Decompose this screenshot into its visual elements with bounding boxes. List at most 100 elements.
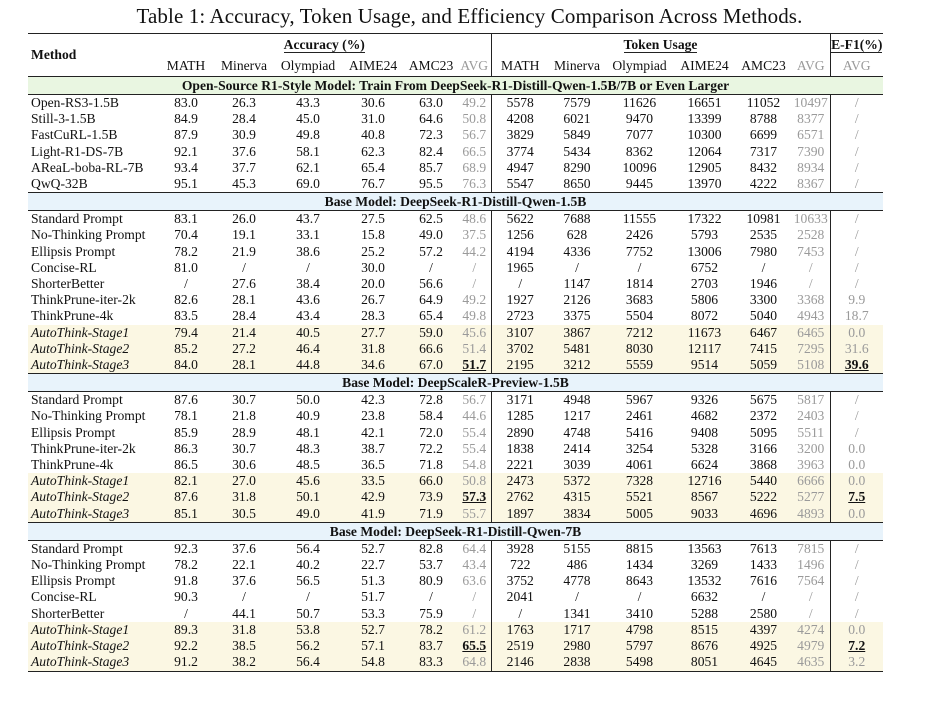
acc-cell: 33.1: [296, 227, 320, 243]
token-cell: 10981: [735, 210, 792, 228]
acc-cell: 48.6: [458, 210, 491, 228]
acc-cell: 44.2: [462, 243, 487, 259]
token-cell: 7688: [549, 210, 605, 228]
ef1-cell: /: [829, 589, 883, 606]
token-cell: 7579: [549, 94, 605, 112]
token-cell: 2519: [490, 638, 549, 655]
acc-cell: 51.7: [458, 357, 491, 374]
token-cell: /: [808, 605, 813, 621]
table-row: AutoThink-Stage1 82.1 27.0 45.6 33.5 66.0 50.8…: [28, 473, 883, 490]
acc-cell: /: [306, 259, 310, 275]
acc-cell: 53.7: [419, 557, 443, 573]
acc-cell: 49.8: [296, 127, 320, 143]
acc-cell: 65.4: [419, 308, 443, 324]
token-cell: 3868: [749, 457, 778, 473]
acc-cell: 56.7: [462, 127, 487, 143]
token-cell: 4947: [490, 159, 549, 177]
ef1-cell: 39.6: [829, 357, 883, 374]
acc-cell: 66.5: [462, 143, 487, 159]
token-cell: 8362: [625, 143, 654, 159]
acc-cell: 56.5: [296, 573, 320, 589]
acc-cell: 83.7: [404, 638, 458, 655]
acc-cell: 89.3: [158, 621, 214, 639]
table-row: AutoThink-Stage1 79.4 21.4 40.5 27.7 59.0 45.6…: [28, 324, 883, 341]
token-cell: 7616: [749, 573, 778, 589]
acc-cell: 27.0: [214, 473, 274, 490]
token-cell: 4194: [490, 243, 549, 260]
table-row: Ellipsis Prompt 78.2 21.9 38.6 25.2 57.2 44.2 4…: [28, 243, 883, 260]
token-cell: 5797: [605, 638, 674, 655]
acc-cell: 30.9: [232, 127, 256, 143]
table-row: Open-RS3-1.5B 83.0 26.3 43.3 30.6 63.0 49.2 557…: [28, 94, 883, 112]
acc-cell: 28.1: [214, 357, 274, 374]
header-tok-aime24: AIME24: [680, 58, 729, 73]
token-cell: 5416: [625, 424, 654, 440]
acc-cell: 28.4: [232, 111, 256, 127]
token-cell: /: [490, 276, 549, 293]
acc-cell: 44.1: [232, 605, 256, 621]
table-row: Concise-RL 90.3 / / 51.7 / / 2041 / / 6632 / / /: [28, 589, 883, 606]
acc-cell: 78.2: [174, 557, 198, 573]
acc-cell: 38.4: [296, 276, 320, 292]
token-cell: 5547: [490, 176, 549, 193]
token-cell: 9408: [690, 424, 719, 440]
ef1-cell: /: [829, 408, 883, 425]
acc-cell: 44.6: [462, 408, 487, 424]
ef1-cell: 3.2: [829, 654, 883, 672]
token-cell: 3834: [549, 505, 605, 523]
token-cell: 1838: [490, 440, 549, 458]
ef1-cell: 0.0: [829, 457, 883, 474]
token-cell: 10633: [792, 210, 830, 228]
acc-cell: 95.5: [419, 176, 443, 192]
header-row-groups: Method Accuracy (%) Token Usage E-F1(%): [28, 33, 883, 77]
acc-cell: 85.9: [174, 424, 198, 440]
acc-cell: /: [184, 276, 188, 292]
ef1-cell: /: [829, 127, 883, 144]
token-cell: 4645: [735, 654, 792, 672]
table-row: AutoThink-Stage1 89.3 31.8 53.8 52.7 78.2 61.2…: [28, 621, 883, 639]
acc-cell: 64.6: [419, 111, 443, 127]
token-cell: /: [575, 259, 579, 275]
acc-cell: 56.2: [274, 638, 342, 655]
acc-cell: 71.8: [419, 457, 443, 473]
token-cell: 10497: [792, 94, 830, 112]
acc-cell: /: [184, 605, 188, 621]
token-cell: 7317: [749, 143, 778, 159]
acc-cell: 61.2: [458, 621, 491, 639]
table-row: No-Thinking Prompt 78.2 22.1 40.2 22.7 53.7 43…: [28, 557, 883, 574]
token-cell: 5817: [792, 391, 830, 409]
method-name: AutoThink-Stage1: [28, 324, 158, 341]
token-cell: 1814: [625, 276, 654, 292]
acc-cell: /: [429, 589, 433, 605]
acc-cell: 84.9: [174, 111, 198, 127]
acc-cell: 31.8: [342, 340, 404, 358]
token-cell: 7328: [605, 473, 674, 490]
acc-cell: 50.7: [296, 605, 320, 621]
acc-cell: 45.6: [458, 324, 491, 341]
method-name: FastCuRL-1.5B: [31, 127, 118, 143]
acc-cell: 76.3: [462, 176, 487, 192]
acc-cell: 64.9: [419, 292, 443, 308]
token-cell: 12716: [674, 473, 735, 490]
token-cell: 8367: [797, 176, 825, 192]
ef1-cell: 31.6: [829, 340, 883, 358]
header-accuracy-group: Accuracy (%): [158, 33, 491, 56]
acc-cell: 48.1: [296, 424, 320, 440]
acc-cell: 85.1: [158, 505, 214, 523]
token-cell: 11626: [605, 94, 674, 112]
table-row: AutoThink-Stage3 84.0 28.1 44.8 34.6 67.0 51.7…: [28, 357, 883, 374]
token-cell: 4979: [792, 638, 830, 655]
token-cell: 8643: [625, 573, 654, 589]
header-tok-olympiad: Olympiad: [612, 58, 667, 73]
token-cell: 13006: [687, 243, 722, 259]
acc-cell: 45.3: [232, 176, 256, 192]
acc-cell: 21.8: [232, 408, 256, 424]
acc-cell: 30.0: [361, 259, 385, 275]
token-cell: 6624: [690, 457, 719, 473]
ef1-cell: /: [829, 243, 883, 260]
token-cell: 5622: [490, 210, 549, 228]
acc-cell: 21.4: [214, 324, 274, 341]
token-cell: 12905: [687, 159, 722, 175]
acc-cell: 56.4: [274, 654, 342, 672]
table-row: QwQ-32B 95.1 45.3 69.0 76.7 95.5 76.3 5547 8650 9…: [28, 176, 883, 193]
